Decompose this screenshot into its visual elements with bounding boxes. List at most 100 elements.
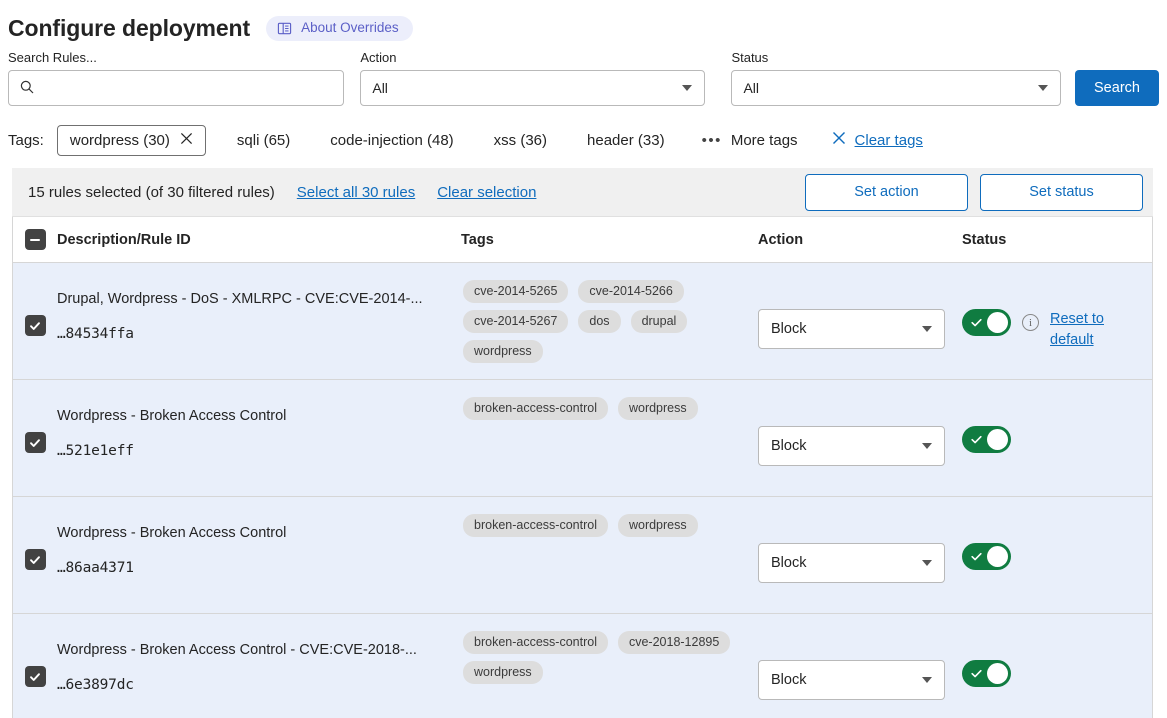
- tag-sqli[interactable]: sqli (65): [236, 131, 291, 149]
- rule-id: …521e1eff: [57, 443, 134, 459]
- rule-description: Wordpress - Broken Access Control: [57, 408, 287, 424]
- search-button[interactable]: Search: [1075, 70, 1159, 106]
- search-icon: [19, 79, 35, 98]
- rule-description: Drupal, Wordpress - DoS - XMLRPC - CVE:C…: [57, 291, 423, 307]
- row-checkbox[interactable]: [24, 666, 46, 687]
- action-select[interactable]: Block: [758, 543, 945, 583]
- table-header-row: Description/Rule ID Tags Action Status: [13, 217, 1152, 263]
- tag-chip[interactable]: broken-access-control: [463, 514, 608, 537]
- row-action-cell: Block: [758, 497, 962, 613]
- search-label: Search Rules...: [8, 50, 97, 65]
- table-row[interactable]: Drupal, Wordpress - DoS - XMLRPC - CVE:C…: [13, 263, 1152, 380]
- status-toggle[interactable]: [962, 660, 1011, 687]
- indeterminate-checkbox[interactable]: [24, 229, 46, 250]
- more-tags-button[interactable]: ••• More tags: [702, 132, 798, 149]
- search-input[interactable]: [8, 70, 345, 106]
- row-action-cell: Block: [758, 263, 962, 379]
- tag-chip[interactable]: broken-access-control: [463, 397, 608, 420]
- status-filter-select[interactable]: All: [731, 70, 1061, 106]
- row-checkbox[interactable]: [24, 432, 46, 453]
- row-description-cell: Wordpress - Broken Access Control …521e1…: [57, 380, 461, 496]
- table-row[interactable]: Wordpress - Broken Access Control - CVE:…: [13, 614, 1152, 718]
- tag-chip[interactable]: wordpress: [617, 397, 698, 420]
- action-filter-value: All: [372, 80, 388, 96]
- row-checkbox[interactable]: [24, 549, 46, 570]
- tag-chip[interactable]: cve-2018-12895: [617, 631, 731, 654]
- row-status-cell: [962, 380, 1152, 496]
- tag-chip[interactable]: wordpress: [617, 514, 698, 537]
- set-status-button[interactable]: Set status: [980, 173, 1143, 211]
- row-tags-cell: cve-2014-5265 cve-2014-5266 cve-2014-5267 d…: [461, 263, 758, 379]
- select-all-checkbox-cell: [13, 229, 57, 250]
- tag-xss[interactable]: xss (36): [493, 131, 548, 149]
- check-icon: [971, 552, 982, 561]
- action-select[interactable]: Block: [758, 660, 945, 700]
- rule-id: …6e3897dc: [57, 677, 134, 693]
- row-tags-cell: broken-access-control wordpress: [461, 497, 758, 613]
- clear-tags-label: Clear tags: [854, 131, 923, 149]
- set-action-button[interactable]: Set action: [805, 173, 968, 211]
- clear-selection-link[interactable]: Clear selection: [437, 183, 537, 201]
- row-checkbox[interactable]: [24, 315, 46, 336]
- status-toggle[interactable]: [962, 543, 1011, 570]
- tag-chip[interactable]: cve-2014-5265: [463, 280, 569, 303]
- check-icon: [971, 669, 982, 678]
- row-status-cell: [962, 497, 1152, 613]
- chevron-down-icon: [922, 560, 932, 566]
- selection-count: 15 rules selected (of 30 filtered rules): [28, 183, 275, 201]
- page-header: Configure deployment About Overrides: [0, 0, 1167, 46]
- close-icon: [832, 131, 846, 149]
- chevron-down-icon: [682, 85, 693, 91]
- tag-code-injection[interactable]: code-injection (48): [330, 131, 454, 149]
- toggle-knob: [987, 312, 1008, 333]
- reset-to-default-link[interactable]: Reset to default: [1050, 311, 1104, 348]
- toggle-knob: [987, 546, 1008, 567]
- tag-chip-list: broken-access-control cve-2018-12895 wordp…: [463, 631, 750, 684]
- row-checkbox-cell: [13, 614, 57, 718]
- tag-chip[interactable]: dos: [578, 310, 621, 333]
- column-header-tags: Tags: [461, 231, 494, 248]
- tag-chip[interactable]: wordpress: [463, 661, 543, 684]
- status-toggle[interactable]: [962, 426, 1011, 453]
- filter-bar: Search Rules... Action All Status All Se…: [0, 46, 1167, 106]
- row-description-cell: Drupal, Wordpress - DoS - XMLRPC - CVE:C…: [57, 263, 461, 379]
- tag-chip[interactable]: wordpress: [463, 340, 543, 363]
- tag-header[interactable]: header (33): [587, 131, 665, 149]
- tag-chip-selected-label: wordpress (30): [69, 131, 170, 149]
- row-status-cell: i Reset to default: [962, 263, 1152, 379]
- toggle-knob: [987, 663, 1008, 684]
- table-row[interactable]: Wordpress - Broken Access Control …86aa4…: [13, 497, 1152, 614]
- row-checkbox-cell: [13, 380, 57, 496]
- tag-chip[interactable]: drupal: [630, 310, 688, 333]
- column-header-description: Description/Rule ID: [57, 231, 191, 248]
- table-row[interactable]: Wordpress - Broken Access Control …521e1…: [13, 380, 1152, 497]
- action-select[interactable]: Block: [758, 426, 945, 466]
- tag-chip-list: broken-access-control wordpress: [463, 514, 750, 537]
- clear-tags-button[interactable]: Clear tags: [832, 131, 923, 149]
- check-icon: [30, 438, 40, 447]
- action-filter-select[interactable]: All: [360, 70, 706, 106]
- action-select-value: Block: [771, 555, 807, 571]
- status-filter-group: Status All: [731, 50, 1061, 106]
- tag-chip-selected[interactable]: wordpress (30): [56, 124, 206, 156]
- status-filter-label: Status: [731, 50, 769, 65]
- column-header-status: Status: [962, 231, 1007, 248]
- tag-chip[interactable]: cve-2014-5267: [463, 310, 569, 333]
- tag-chip[interactable]: cve-2014-5266: [578, 280, 684, 303]
- tags-bar: Tags: wordpress (30) sqli (65) code-inje…: [0, 106, 1167, 158]
- rule-description: Wordpress - Broken Access Control: [57, 525, 287, 541]
- status-toggle[interactable]: [962, 309, 1011, 336]
- ellipsis-icon: •••: [701, 131, 722, 149]
- info-icon[interactable]: i: [1022, 314, 1039, 331]
- row-action-cell: Block: [758, 380, 962, 496]
- row-status-cell: [962, 614, 1152, 718]
- action-select[interactable]: Block: [758, 309, 945, 349]
- minus-icon: [30, 238, 40, 241]
- tag-chip[interactable]: broken-access-control: [463, 631, 608, 654]
- action-select-value: Block: [771, 672, 807, 688]
- about-overrides-button[interactable]: About Overrides: [266, 15, 413, 41]
- close-icon[interactable]: [180, 132, 193, 148]
- column-header-action: Action: [758, 231, 804, 248]
- page-title: Configure deployment: [8, 14, 251, 41]
- select-all-link[interactable]: Select all 30 rules: [296, 183, 416, 201]
